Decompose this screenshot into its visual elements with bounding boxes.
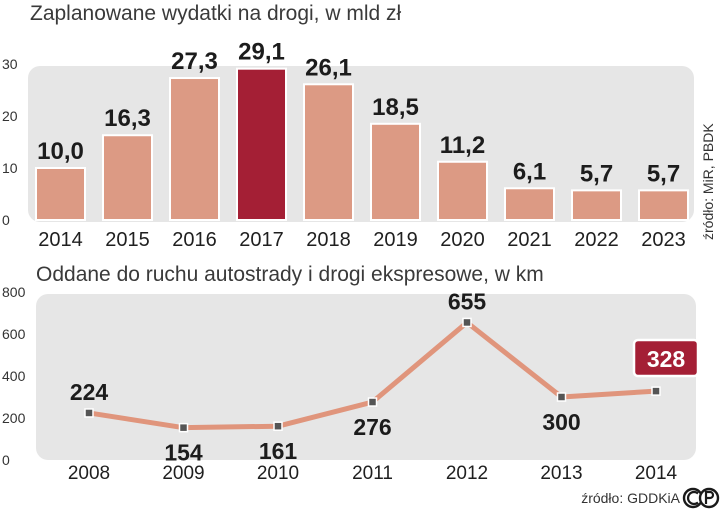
bar-category-label: 2014 bbox=[38, 229, 83, 251]
line-value-label: 276 bbox=[353, 414, 391, 440]
line-point-2014 bbox=[651, 386, 661, 396]
line-value-label: 300 bbox=[542, 409, 580, 435]
bar-category-label: 2023 bbox=[641, 229, 686, 251]
line-value-label: 161 bbox=[259, 438, 298, 464]
bar-value-label: 11,2 bbox=[440, 132, 485, 159]
bar-value-label: 6,1 bbox=[513, 158, 546, 185]
bar-value-label: 16,3 bbox=[104, 105, 151, 132]
line-point-2009 bbox=[178, 422, 189, 433]
bar-chart-y-axis: 0 10 20 30 bbox=[2, 56, 18, 228]
bar-value-label: 10,0 bbox=[37, 138, 84, 165]
bar-y-tick-label: 30 bbox=[2, 56, 18, 72]
line-chart-x-axis: 2008 2009 2010 2011 2012 2013 2014 bbox=[68, 463, 678, 484]
line-point-2012 bbox=[462, 317, 472, 328]
bar-category-label: 2015 bbox=[105, 229, 150, 251]
bar-2021 bbox=[504, 187, 555, 221]
line-point-2011 bbox=[367, 397, 378, 407]
bar-2020 bbox=[437, 160, 488, 221]
line-category-label: 2009 bbox=[162, 463, 204, 484]
pap-logo bbox=[682, 487, 720, 509]
bar-2014 bbox=[35, 167, 86, 221]
line-chart-series bbox=[84, 317, 661, 433]
bar-value-label: 29,1 bbox=[238, 39, 285, 66]
line-y-tick-label: 200 bbox=[2, 410, 26, 426]
bar-category-label: 2017 bbox=[239, 229, 284, 251]
bar-chart-source: źródło: MiR, PBDK bbox=[700, 123, 716, 240]
bar-category-label: 2018 bbox=[306, 229, 351, 251]
bar-category-label: 2016 bbox=[172, 229, 217, 251]
bar-2023 bbox=[638, 189, 689, 221]
bar-chart-value-labels: 10,0 16,3 27,3 29,1 26,1 18,5 11,2 6,1 5,7 5,7 bbox=[37, 39, 680, 188]
bar-value-label: 27,3 bbox=[171, 48, 218, 75]
line-category-label: 2013 bbox=[540, 463, 582, 484]
bar-2019 bbox=[370, 122, 421, 221]
bar-value-label: 5,7 bbox=[647, 160, 680, 187]
line-chart-value-labels: 224 154 161 276 655 300 328 bbox=[70, 288, 700, 466]
line-chart-source: źródło: GDDKiA bbox=[581, 490, 680, 506]
bar-category-label: 2020 bbox=[440, 229, 485, 251]
bar-value-label: 5,7 bbox=[580, 160, 613, 187]
line-category-label: 2014 bbox=[635, 463, 678, 484]
bar-category-label: 2021 bbox=[507, 229, 552, 251]
line-chart-y-axis: 0 200 400 600 800 bbox=[2, 284, 26, 468]
bar-chart-bars bbox=[35, 67, 689, 222]
line-category-label: 2008 bbox=[68, 463, 110, 484]
bar-2022 bbox=[571, 189, 622, 221]
bar-value-label: 26,1 bbox=[305, 54, 352, 81]
bar-y-tick-label: 10 bbox=[2, 160, 18, 176]
line-chart-panel bbox=[36, 294, 696, 460]
bar-y-tick-label: 20 bbox=[2, 108, 18, 124]
line-value-label: 224 bbox=[70, 379, 109, 405]
line-y-tick-label: 400 bbox=[2, 368, 26, 384]
line-point-2010 bbox=[273, 421, 283, 431]
line-chart-title: Oddane do ruchu autostrady i drogi ekspr… bbox=[36, 263, 544, 286]
bar-2015 bbox=[102, 134, 153, 222]
line-point-2008 bbox=[84, 408, 94, 418]
line-category-label: 2011 bbox=[352, 463, 393, 484]
bar-value-label: 18,5 bbox=[372, 94, 419, 121]
bar-chart-title: Zaplanowane wydatki na drogi, w mld zł bbox=[30, 2, 402, 25]
line-y-tick-label: 0 bbox=[2, 452, 10, 468]
bar-2018 bbox=[303, 83, 354, 221]
line-y-tick-label: 800 bbox=[2, 284, 26, 300]
bar-2016 bbox=[169, 77, 220, 222]
bar-y-tick-label: 0 bbox=[2, 212, 10, 228]
line-category-label: 2012 bbox=[446, 463, 488, 484]
line-point-2013 bbox=[556, 392, 567, 402]
line-value-label: 154 bbox=[164, 440, 203, 466]
line-y-tick-label: 600 bbox=[2, 326, 26, 342]
bar-2017 bbox=[236, 67, 287, 222]
bar-category-label: 2019 bbox=[373, 229, 418, 251]
highlight-value-box bbox=[632, 338, 700, 378]
bar-chart-x-axis: 2014 2015 2016 2017 2018 2019 2020 2021 2022 2023 bbox=[38, 229, 686, 251]
line-category-label: 2010 bbox=[257, 463, 299, 484]
line-value-label: 655 bbox=[448, 288, 487, 314]
line-value-label: 328 bbox=[647, 346, 686, 372]
bar-category-label: 2022 bbox=[574, 229, 619, 251]
